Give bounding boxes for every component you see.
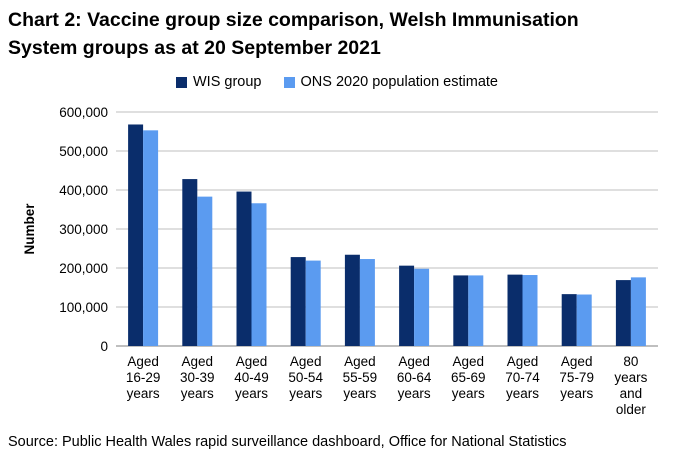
y-tick-label: 300,000 bbox=[59, 222, 108, 237]
bar-ons bbox=[576, 294, 592, 346]
x-tick-label: 80 years and older bbox=[614, 354, 647, 417]
legend-item-ons: ONS 2020 population estimate bbox=[283, 74, 499, 90]
y-tick-label: 200,000 bbox=[59, 261, 108, 276]
x-tick-label: Aged 60-64 years bbox=[397, 354, 432, 401]
legend-swatch-wis bbox=[176, 76, 187, 88]
bar-wis bbox=[182, 179, 198, 346]
y-axis-label: Number bbox=[22, 203, 37, 255]
legend-label-ons: ONS 2020 population estimate bbox=[300, 74, 499, 90]
chart-title-line-2: System groups as at 20 September 2021 bbox=[8, 37, 381, 59]
bar-wis bbox=[128, 124, 144, 346]
x-tick-label: Aged 16-29 years bbox=[126, 354, 161, 401]
y-tick-label: 500,000 bbox=[59, 144, 108, 159]
bar-ons bbox=[522, 275, 538, 346]
chart-title-line-1: Chart 2: Vaccine group size comparison, … bbox=[8, 9, 579, 31]
source-note: Source: Public Health Wales rapid survei… bbox=[8, 434, 567, 450]
bar-wis bbox=[344, 254, 360, 346]
bar-ons bbox=[468, 275, 484, 346]
y-tick-label: 400,000 bbox=[59, 183, 108, 198]
bar-ons bbox=[305, 260, 321, 346]
y-tick-label: 0 bbox=[100, 339, 108, 354]
x-tick-label: Aged 65-69 years bbox=[451, 354, 486, 401]
x-tick-label: Aged 50-54 years bbox=[288, 354, 323, 401]
chart-title: Chart 2: Vaccine group size comparison, … bbox=[8, 6, 668, 62]
bar-wis bbox=[236, 191, 252, 346]
bar-wis bbox=[399, 265, 415, 346]
legend-label-wis: WIS group bbox=[193, 74, 262, 90]
bar-ons bbox=[630, 277, 646, 346]
x-tick-label: Aged 55-59 years bbox=[343, 354, 378, 401]
x-tick-label: Aged 30-39 years bbox=[180, 354, 215, 401]
bar-ons bbox=[251, 203, 267, 346]
x-tick-label: Aged 70-74 years bbox=[505, 354, 540, 401]
x-tick-label: Aged 40-49 years bbox=[234, 354, 269, 401]
bar-wis bbox=[453, 275, 469, 346]
bar-wis bbox=[290, 257, 306, 346]
bar-ons bbox=[197, 196, 213, 346]
bar-ons bbox=[143, 130, 159, 346]
y-tick-label: 100,000 bbox=[59, 300, 108, 315]
legend-item-wis: WIS group bbox=[176, 74, 262, 90]
bar-wis bbox=[561, 294, 577, 346]
bar-wis bbox=[615, 280, 631, 346]
bar-wis bbox=[507, 274, 523, 346]
bar-ons bbox=[359, 259, 375, 346]
legend-swatch-ons bbox=[283, 76, 295, 88]
bar-ons bbox=[414, 268, 430, 346]
x-tick-label: Aged 75-79 years bbox=[559, 354, 594, 401]
y-tick-label: 600,000 bbox=[59, 105, 108, 120]
chart-legend: WIS group ONS 2020 population estimate bbox=[0, 74, 674, 90]
